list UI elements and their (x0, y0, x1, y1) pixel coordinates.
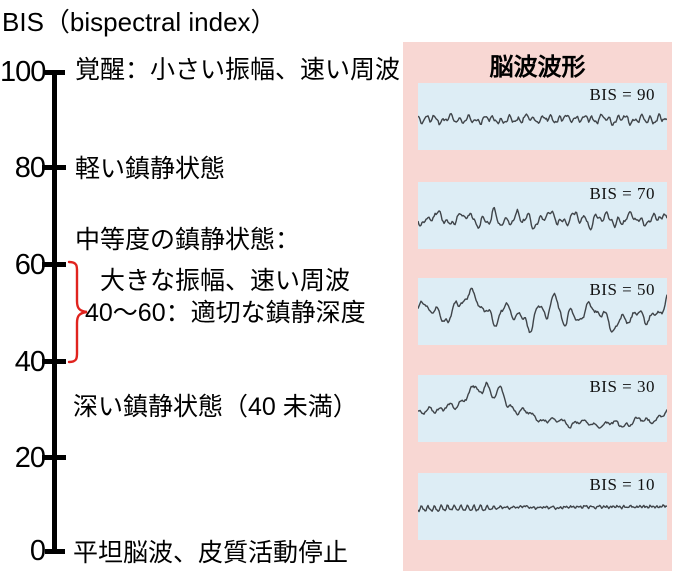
eeg-waveform-bis70 (418, 206, 667, 231)
eeg-panel: 脳波波形 BIS = 90 BIS = 70 BIS = 50 BIS = 30… (403, 42, 672, 571)
figure-title: BIS（bispectral index） (2, 7, 277, 37)
bis-value-label: BIS = 30 (589, 377, 655, 396)
label-moderate-2: 大きな振幅、速い周波 (100, 267, 351, 295)
eeg-waveform-bis50 (418, 287, 667, 334)
label-moderate-1: 中等度の鎮静状態： (75, 226, 301, 254)
bis-value-label: BIS = 50 (589, 280, 655, 299)
eeg-waveform-bis30 (418, 381, 667, 429)
axis-top-cap (45, 70, 65, 75)
axis-tick-80 (42, 165, 66, 170)
eeg-box-bis90: BIS = 90 (418, 83, 667, 150)
axis-tick-20 (42, 455, 66, 460)
tick-label-100: 100 (0, 56, 46, 88)
tick-label-80: 80 (14, 152, 46, 184)
bis-value-label: BIS = 70 (589, 184, 655, 203)
eeg-box-bis50: BIS = 50 (418, 278, 667, 345)
label-deep-sedation: 深い鎮静状態（40 未満） (73, 393, 358, 421)
eeg-panel-title: 脳波波形 (489, 54, 586, 81)
axis-line (52, 72, 57, 552)
tick-label-60: 60 (14, 249, 46, 281)
label-moderate-3: 40〜60：適切な鎮静深度 (85, 299, 366, 327)
range-bracket-40-60-icon (67, 260, 88, 364)
label-awake: 覚醒：小さい振幅、速い周波 (75, 56, 401, 84)
bis-value-label: BIS = 90 (589, 85, 655, 104)
eeg-box-bis10: BIS = 10 (418, 473, 667, 540)
axis-bottom-cap (45, 549, 65, 554)
label-flat-eeg: 平坦脳波、皮質活動停止 (73, 539, 349, 567)
eeg-waveform-bis10 (418, 504, 667, 513)
axis-tick-40 (42, 359, 66, 364)
tick-label-20: 20 (14, 442, 46, 474)
eeg-box-bis30: BIS = 30 (418, 375, 667, 442)
tick-label-0: 0 (29, 535, 46, 567)
eeg-box-bis70: BIS = 70 (418, 182, 667, 249)
label-light-sedation: 軽い鎮静状態 (75, 155, 226, 183)
tick-label-40: 40 (14, 346, 46, 378)
axis-tick-60 (42, 262, 66, 267)
bis-value-label: BIS = 10 (589, 475, 655, 494)
eeg-waveform-bis90 (418, 112, 667, 126)
